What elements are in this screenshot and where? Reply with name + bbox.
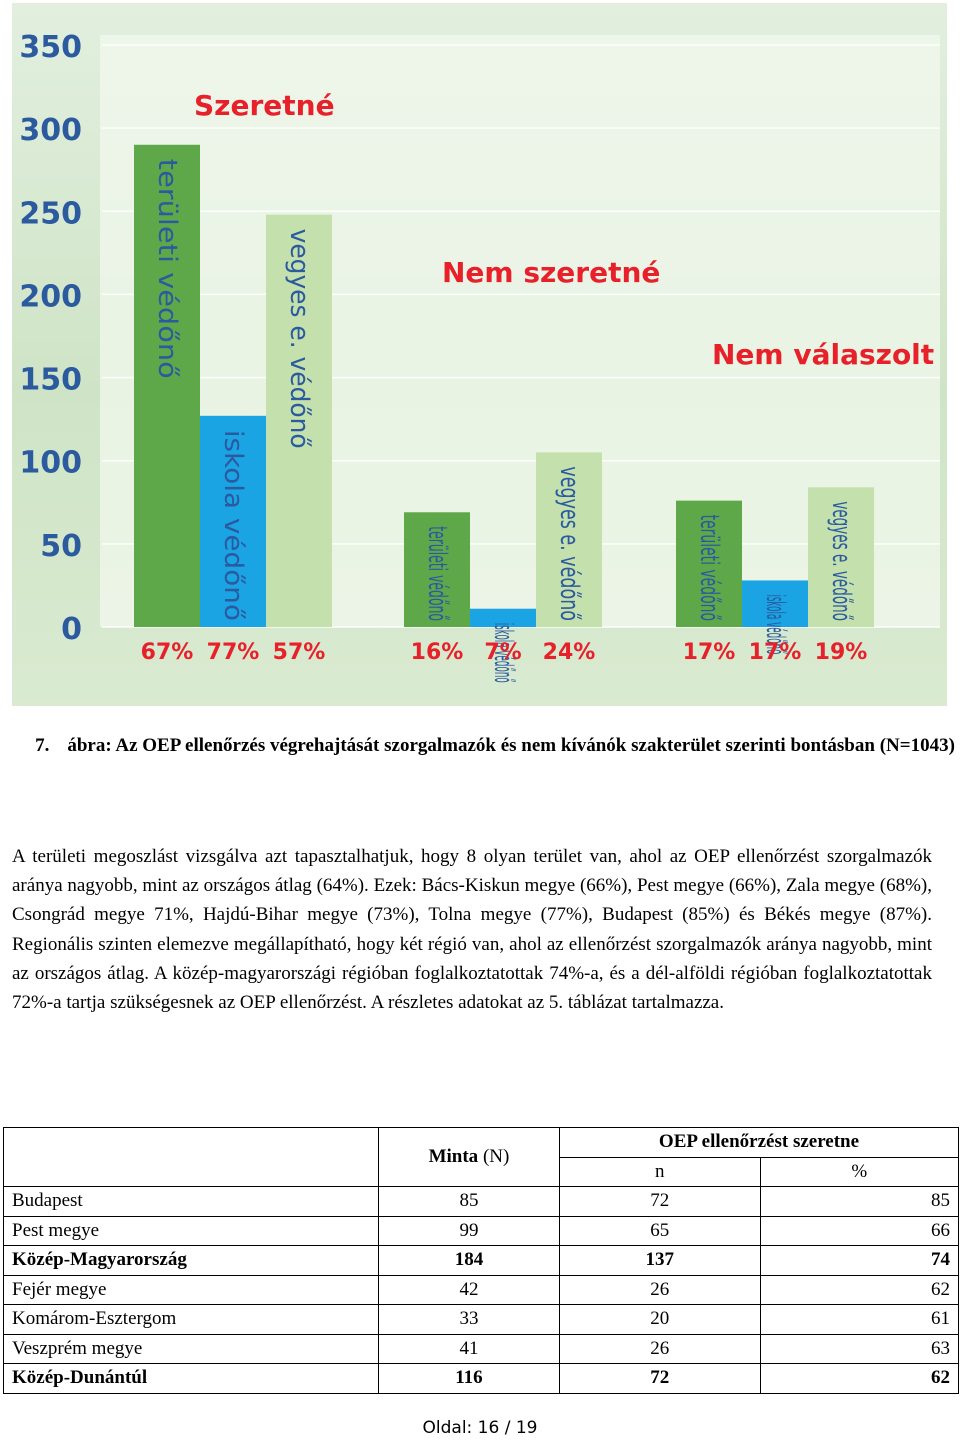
n-cell: 65 xyxy=(558,1215,761,1246)
percent-label: 17% xyxy=(683,640,736,665)
group-label: Szeretné xyxy=(194,89,335,122)
bar-name-label: iskola védőnő xyxy=(218,430,248,621)
minta-cell: 184 xyxy=(377,1245,560,1276)
region-cell: Pest megye xyxy=(3,1215,379,1246)
pct-cell: 85 xyxy=(759,1186,960,1217)
n-cell: 26 xyxy=(558,1274,761,1305)
minta-header-cell: Minta (N) xyxy=(377,1127,560,1187)
table-row: Veszprém megye 41 26 63 xyxy=(3,1333,960,1364)
minta-cell: 85 xyxy=(377,1186,560,1217)
y-tick-label: 100 xyxy=(19,446,82,481)
pct-cell: 61 xyxy=(759,1304,960,1335)
region-table: Minta (N) OEP ellenőrzést szeretne n % B… xyxy=(3,1127,960,1394)
footer-total: 19 xyxy=(515,1418,538,1438)
region-cell: Veszprém megye xyxy=(3,1333,379,1364)
percent-label: 57% xyxy=(273,640,326,665)
table-row: Közép-Magyarország 184 137 74 xyxy=(3,1245,960,1276)
region-header-cell xyxy=(3,1127,379,1187)
region-cell: Komárom-Esztergom xyxy=(3,1304,379,1335)
group-label: Nem válaszolt xyxy=(712,338,934,371)
pct-cell: 62 xyxy=(759,1363,960,1394)
bar-name-label: vegyes e. védőnő xyxy=(554,466,584,621)
minta-cell: 116 xyxy=(377,1363,560,1394)
y-tick-label: 250 xyxy=(19,196,82,231)
minta-cell: 41 xyxy=(377,1333,560,1364)
bar-name-label: területi védőnő xyxy=(422,526,452,621)
percent-label: 67% xyxy=(141,640,194,665)
table-row: Fejér megye 42 26 62 xyxy=(3,1274,960,1305)
y-tick-label: 150 xyxy=(19,363,82,398)
chart-figure: 350 300 250 200 150 100 50 0 területi védőnő isk… xyxy=(12,3,947,706)
body-paragraph: A területi megoszlást vizsgálva azt tapa… xyxy=(12,846,932,1014)
footer-page: 16 xyxy=(477,1418,500,1438)
percent-label: 7% xyxy=(484,640,521,665)
footer-label: Oldal: xyxy=(422,1418,473,1438)
bar xyxy=(404,512,470,627)
y-tick-label: 0 xyxy=(61,612,82,647)
bar xyxy=(470,608,536,627)
bar xyxy=(808,487,874,627)
table-row: Komárom-Esztergom 33 20 61 xyxy=(3,1304,960,1335)
pct-cell: 63 xyxy=(759,1333,960,1364)
table-row: Budapest 85 72 85 xyxy=(3,1186,960,1217)
bar-name-label: iskola védőnő xyxy=(760,594,790,654)
region-cell: Közép-Magyarország xyxy=(3,1245,379,1276)
percent-label: 16% xyxy=(411,640,464,665)
footer-sep: / xyxy=(504,1418,511,1438)
y-tick-label: 50 xyxy=(40,529,82,564)
y-tick-label: 350 xyxy=(19,30,82,65)
minta-header-label: Minta xyxy=(428,1146,479,1167)
caption-text: ábra: Az OEP ellenőrzés végrehajtását sz… xyxy=(67,735,955,756)
oep-header-cell: OEP ellenőrzést szeretne xyxy=(558,1127,960,1158)
percent-label: 24% xyxy=(543,640,596,665)
minta-cell: 33 xyxy=(377,1304,560,1335)
bar xyxy=(676,500,742,627)
percent-label: 19% xyxy=(815,640,868,665)
bar-name-label: területi védőnő xyxy=(152,159,182,379)
percent-label: 17% xyxy=(749,640,802,665)
minta-cell: 42 xyxy=(377,1274,560,1305)
bar xyxy=(134,144,200,627)
n-cell: 20 xyxy=(558,1304,761,1335)
y-tick-label: 200 xyxy=(19,279,82,314)
bar-name-label: vegyes e. védőnő xyxy=(284,229,314,449)
region-cell: Budapest xyxy=(3,1186,379,1217)
percent-label: 77% xyxy=(207,640,260,665)
bar xyxy=(742,580,808,627)
pct-cell: 62 xyxy=(759,1274,960,1305)
n-cell: 72 xyxy=(558,1186,761,1217)
pct-header-cell: % xyxy=(759,1156,960,1187)
caption-number: 7. xyxy=(35,735,50,756)
region-cell: Fejér megye xyxy=(3,1274,379,1305)
table-subheader-row: n % xyxy=(4,1156,960,1187)
minta-header-n: (N) xyxy=(482,1146,510,1167)
n-cell: 72 xyxy=(558,1363,761,1394)
group-label: Nem szeretné xyxy=(442,256,660,289)
minta-cell: 99 xyxy=(377,1215,560,1246)
bar-name-label: területi védőnő xyxy=(694,515,724,621)
n-header-cell: n xyxy=(558,1156,761,1187)
table-header-row: Minta (N) OEP ellenőrzést szeretne xyxy=(3,1127,960,1187)
bar xyxy=(266,214,332,627)
figure-caption: 7. ábra: Az OEP ellenőrzés végrehajtását … xyxy=(30,732,960,760)
bar-name-label: vegyes e. védőnő xyxy=(826,501,856,621)
chart-svg: 350 300 250 200 150 100 50 0 területi védőnő isk… xyxy=(12,3,947,706)
n-cell: 137 xyxy=(558,1245,761,1276)
bar xyxy=(200,415,266,627)
bar-name-label: iskola védőnő xyxy=(488,623,518,683)
table-row: Közép-Dunántúl 116 72 62 xyxy=(3,1363,960,1394)
pct-cell: 66 xyxy=(759,1215,960,1246)
y-tick-label: 300 xyxy=(19,113,82,148)
table-row: Pest megye 99 65 66 xyxy=(3,1215,960,1246)
n-cell: 26 xyxy=(558,1333,761,1364)
bar xyxy=(536,452,602,627)
page-footer: Oldal: 16 / 19 xyxy=(0,1418,960,1438)
pct-cell: 74 xyxy=(759,1245,960,1276)
region-cell: Közép-Dunántúl xyxy=(3,1363,379,1394)
